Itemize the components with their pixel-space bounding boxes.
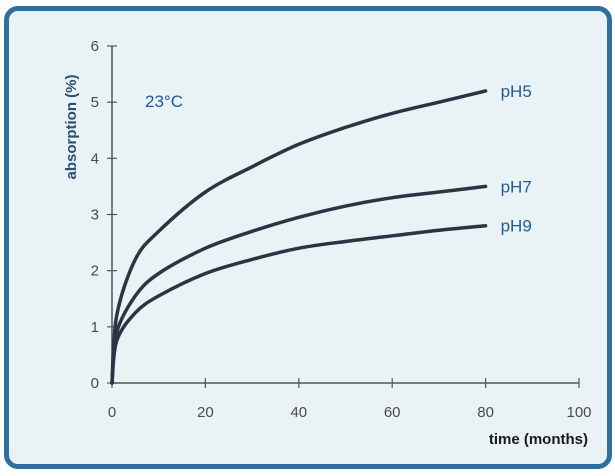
x-tick-label: 20 xyxy=(197,404,214,421)
ticks: 0 20 40 60 80 100 0 1 2 3 4 5 6 xyxy=(91,38,592,421)
y-tick-label: 5 xyxy=(91,94,99,111)
series-label-ph7: pH7 xyxy=(501,177,532,196)
y-tick-label: 2 xyxy=(91,263,99,280)
series-lines: pH5 pH7 pH9 xyxy=(110,82,532,385)
x-tick-label: 100 xyxy=(566,404,591,421)
y-tick-label: 6 xyxy=(91,38,99,55)
series-line-ph7 xyxy=(110,184,488,385)
x-axis-label: time (months) xyxy=(489,431,588,448)
series-line-ph5 xyxy=(110,89,488,385)
series-label-ph5: pH5 xyxy=(501,82,532,101)
y-axis-label: absorption (%) xyxy=(63,75,80,180)
chart-frame xyxy=(4,6,612,469)
labels: 23°C time (months) absorption (%) xyxy=(63,75,588,449)
temperature-annotation: 23°C xyxy=(145,92,183,111)
series-label-ph9: pH9 xyxy=(501,217,532,236)
series-line-ph9 xyxy=(110,223,488,385)
y-tick-label: 3 xyxy=(91,207,99,224)
x-tick-label: 40 xyxy=(290,404,307,421)
y-tick-label: 4 xyxy=(91,150,99,167)
y-tick-label: 0 xyxy=(91,375,99,392)
x-tick-label: 80 xyxy=(477,404,494,421)
y-tick-label: 1 xyxy=(91,319,99,336)
x-tick-label: 60 xyxy=(384,404,401,421)
x-tick-label: 0 xyxy=(108,404,116,421)
